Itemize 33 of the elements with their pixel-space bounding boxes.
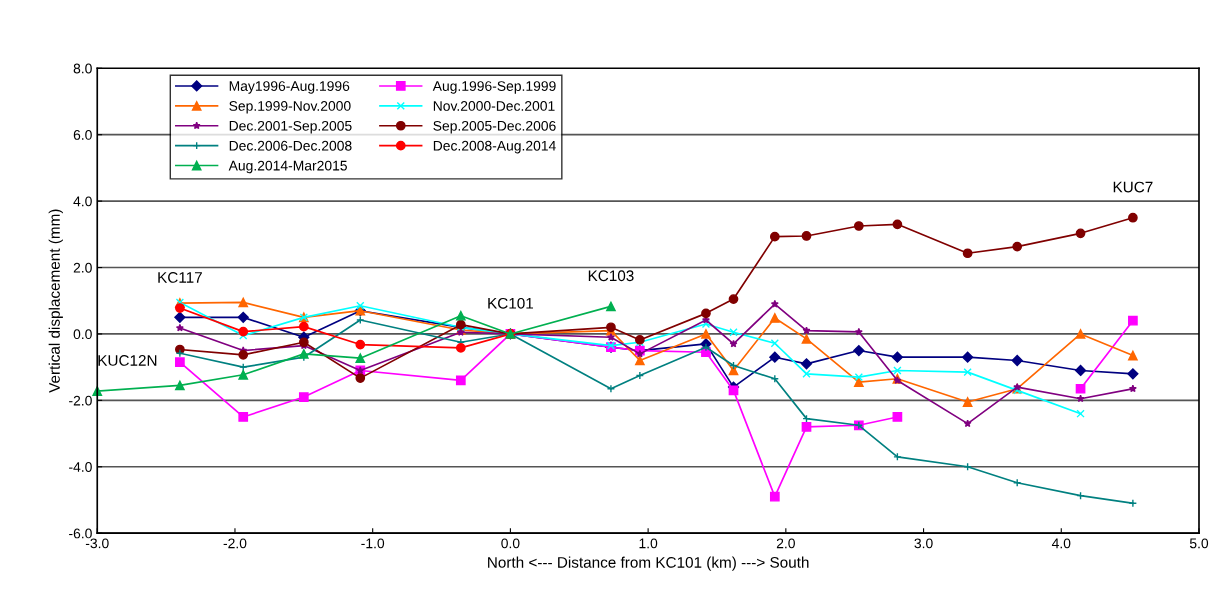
annotation: KC101 [488,297,534,309]
y-tick-label: -6.0 [69,528,92,539]
x-tick-label: -3.0 [85,538,109,549]
legend-label: Sep.2005-Dec.2006 [433,120,556,134]
legend-label: May1996-Aug.1996 [229,81,350,94]
legend-label: Aug.1996-Sep.1999 [432,81,556,94]
x-tick-label: 3.0 [914,538,933,549]
legend-label: Dec.2001-Sep.2005 [229,120,352,134]
x-tick-label: 0.0 [501,538,520,549]
x-tick-label: 1.0 [639,538,658,549]
x-tick-label: 5.0 [1189,538,1209,549]
x-tick-label: -1.0 [361,538,385,549]
x-tick-label: 4.0 [1051,538,1071,549]
annotation: KC117 [158,271,202,283]
legend-label: Nov.2000-Dec.2001 [433,101,555,111]
y-tick-label: -4.0 [69,462,92,472]
x-tick-label: -2.0 [223,538,247,549]
annotation: KUC12N [98,355,157,366]
annotation: KUC7 [1113,181,1153,193]
annotation: KC103 [588,270,634,282]
x-axis-title: North <--- Distance from KC101 (km) ---> South [488,556,809,571]
y-tick-label: 4.0 [73,196,92,207]
y-tick-label: 6.0 [73,130,92,140]
y-tick-label: 2.0 [73,262,92,273]
y-tick-label: 0.0 [73,329,92,340]
legend-label: Dec.2006-Dec.2008 [229,140,352,151]
y-tick-label: 8.0 [73,63,92,74]
legend-label: Sep.1999-Nov.2000 [229,101,351,114]
y-axis-title: Vertical displacement (mm) [48,209,63,393]
y-tick-label: -2.0 [69,395,92,406]
legend-label: Aug.2014-Mar2015 [228,160,347,174]
legend-label: Dec.2008-Aug.2014 [433,140,556,154]
x-tick-label: 2.0 [776,538,795,549]
